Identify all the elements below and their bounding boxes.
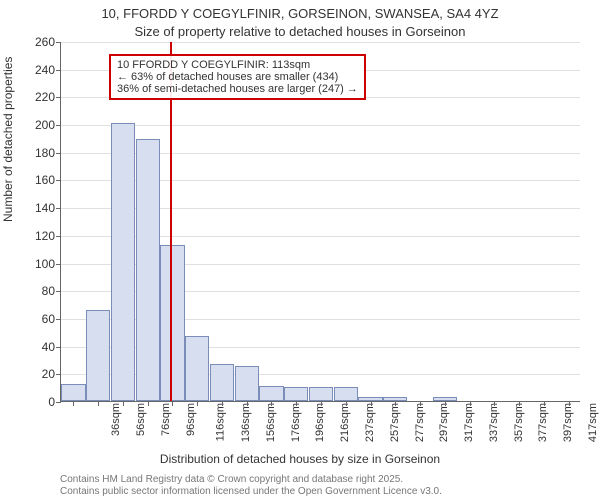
x-tick-label: 257sqm bbox=[383, 403, 401, 442]
x-tick-label: 136sqm bbox=[234, 403, 252, 442]
y-axis-title: Number of detached properties bbox=[1, 57, 15, 222]
x-tick-label: 156sqm bbox=[259, 403, 277, 442]
histogram-bar bbox=[334, 387, 358, 401]
plot-area: 02040608010012014016018020022024026036sq… bbox=[60, 42, 580, 402]
x-tick-label: 36sqm bbox=[104, 403, 122, 436]
y-tick-label: 140 bbox=[35, 201, 61, 215]
x-tick-label: 357sqm bbox=[507, 403, 525, 442]
histogram-bar bbox=[111, 123, 135, 401]
y-tick-label: 40 bbox=[42, 340, 61, 354]
y-tick-label: 80 bbox=[42, 284, 61, 298]
x-tick-label: 216sqm bbox=[333, 403, 351, 442]
x-tick-mark bbox=[247, 401, 248, 406]
x-tick-mark bbox=[98, 401, 99, 406]
y-tick-label: 120 bbox=[35, 229, 61, 243]
y-tick-label: 240 bbox=[35, 63, 61, 77]
x-tick-label: 337sqm bbox=[482, 403, 500, 442]
footnote: Contains HM Land Registry data © Crown c… bbox=[60, 474, 442, 498]
x-tick-label: 297sqm bbox=[432, 403, 450, 442]
histogram-bar bbox=[61, 384, 85, 401]
x-tick-mark bbox=[519, 401, 520, 406]
histogram-bar bbox=[210, 364, 234, 401]
y-tick-label: 160 bbox=[35, 173, 61, 187]
y-tick-label: 200 bbox=[35, 118, 61, 132]
footnote-line2: Contains public sector information licen… bbox=[60, 486, 442, 498]
histogram-bar bbox=[259, 386, 283, 401]
x-tick-mark bbox=[371, 401, 372, 406]
x-tick-label: 397sqm bbox=[556, 403, 574, 442]
y-tick-label: 60 bbox=[42, 312, 61, 326]
chart-title: 10, FFORDD Y COEGYLFINIR, GORSEINON, SWA… bbox=[0, 6, 600, 21]
y-tick-label: 20 bbox=[42, 367, 61, 381]
x-tick-mark bbox=[544, 401, 545, 406]
x-tick-mark bbox=[470, 401, 471, 406]
histogram-bar bbox=[160, 245, 184, 401]
histogram-bar bbox=[309, 387, 333, 401]
grid-line bbox=[61, 42, 580, 43]
x-tick-mark bbox=[569, 401, 570, 406]
x-tick-label: 56sqm bbox=[129, 403, 147, 436]
x-tick-mark bbox=[321, 401, 322, 406]
x-tick-mark bbox=[445, 401, 446, 406]
x-tick-mark bbox=[494, 401, 495, 406]
x-tick-label: 176sqm bbox=[284, 403, 302, 442]
histogram-chart: 10, FFORDD Y COEGYLFINIR, GORSEINON, SWA… bbox=[0, 0, 600, 500]
x-tick-label: 277sqm bbox=[408, 403, 426, 442]
x-tick-mark bbox=[197, 401, 198, 406]
chart-subtitle: Size of property relative to detached ho… bbox=[0, 24, 600, 39]
y-tick-label: 220 bbox=[35, 90, 61, 104]
annotation-line1: 10 FFORDD Y COEGYLFINIR: 113sqm bbox=[117, 59, 358, 71]
x-tick-mark bbox=[296, 401, 297, 406]
x-tick-label: 116sqm bbox=[209, 403, 227, 441]
x-tick-mark bbox=[271, 401, 272, 406]
x-tick-mark bbox=[123, 401, 124, 406]
x-tick-label: 76sqm bbox=[154, 403, 172, 436]
grid-line bbox=[61, 125, 580, 126]
histogram-bar bbox=[185, 336, 209, 401]
x-tick-label: 237sqm bbox=[358, 403, 376, 442]
y-tick-label: 180 bbox=[35, 146, 61, 160]
x-tick-mark bbox=[346, 401, 347, 406]
annotation-line2: ← 63% of detached houses are smaller (43… bbox=[117, 71, 358, 83]
histogram-bar bbox=[284, 387, 308, 401]
y-tick-label: 100 bbox=[35, 257, 61, 271]
x-tick-label: 417sqm bbox=[581, 403, 599, 442]
y-tick-label: 260 bbox=[35, 35, 61, 49]
histogram-bar bbox=[86, 310, 110, 401]
x-tick-mark bbox=[222, 401, 223, 406]
x-tick-mark bbox=[148, 401, 149, 406]
x-tick-mark bbox=[172, 401, 173, 406]
annotation-line3: 36% of semi-detached houses are larger (… bbox=[117, 83, 358, 95]
y-tick-label: 0 bbox=[48, 395, 61, 409]
annotation-box: 10 FFORDD Y COEGYLFINIR: 113sqm ← 63% of… bbox=[109, 54, 366, 100]
x-tick-mark bbox=[395, 401, 396, 406]
x-tick-label: 317sqm bbox=[457, 403, 475, 442]
x-tick-label: 377sqm bbox=[531, 403, 549, 442]
footnote-line1: Contains HM Land Registry data © Crown c… bbox=[60, 474, 442, 486]
x-tick-label: 96sqm bbox=[179, 403, 197, 436]
x-tick-label: 196sqm bbox=[309, 403, 327, 442]
x-tick-mark bbox=[420, 401, 421, 406]
histogram-bar bbox=[235, 366, 259, 401]
x-tick-mark bbox=[73, 401, 74, 406]
x-axis-title: Distribution of detached houses by size … bbox=[0, 452, 600, 466]
histogram-bar bbox=[136, 139, 160, 401]
